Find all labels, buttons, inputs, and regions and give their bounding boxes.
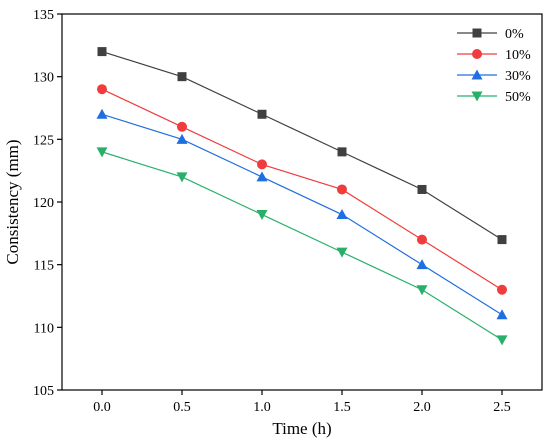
series-layer [96,47,508,346]
legend-marker [472,28,482,38]
data-point [177,121,187,132]
legend: 0% 10% 30% 50% [457,27,531,105]
data-point [336,247,348,258]
data-point [96,108,108,119]
series-line [101,151,503,341]
x-tick-label: 1.5 [333,400,351,415]
y-tick-label: 135 [33,8,54,23]
data-point [177,72,187,82]
y-axis-title: Consistency (mm) [3,139,22,264]
series-3 [96,147,508,346]
data-point [417,234,427,245]
data-point [416,285,428,296]
series-0 [97,47,507,245]
data-point [496,309,508,320]
x-tick-label: 1.0 [253,400,271,415]
data-point [256,210,268,221]
data-point [337,184,347,195]
legend-item: 0% [457,27,524,42]
x-tick-label: 2.0 [413,400,431,415]
x-tick-label: 0.5 [173,400,191,415]
data-point [176,133,188,144]
data-point [336,209,348,220]
y-tick-label: 110 [34,321,54,336]
legend-label: 10% [505,48,531,63]
y-tick-label: 130 [33,71,54,86]
x-tick-label: 2.5 [493,400,511,415]
series-1 [97,84,507,295]
y-tick-label: 120 [33,196,54,211]
data-point [337,147,347,157]
data-point [417,184,427,194]
data-point [256,171,268,182]
series-line [101,51,503,241]
x-axis-title: Time (h) [272,419,331,438]
data-point [97,84,107,95]
data-point [96,147,108,158]
data-point [257,159,267,170]
data-point [257,109,267,119]
data-point [176,172,188,183]
data-point [497,284,507,295]
x-tick-label: 0.0 [93,400,111,415]
legend-marker [471,91,483,102]
data-point [496,335,508,346]
y-tick-label: 125 [33,133,54,148]
legend-label: 0% [505,27,524,42]
legend-item: 30% [457,69,531,84]
legend-label: 30% [505,69,531,84]
data-point [416,259,428,270]
data-point [497,235,507,245]
y-tick-label: 105 [33,384,54,399]
series-line [101,88,503,291]
series-line [101,113,503,316]
series-2 [96,108,508,320]
plot-frame [61,13,543,391]
legend-item: 10% [457,48,531,63]
data-point [97,47,107,57]
legend-marker [471,69,483,80]
legend-item: 50% [457,90,531,105]
legend-label: 50% [505,90,531,105]
axis-ticks: 0.0 0.5 1.0 1.5 2.0 2.5 105 110 115 120 125 130 135 [33,8,511,415]
y-tick-label: 115 [34,259,54,274]
legend-marker [472,49,482,59]
